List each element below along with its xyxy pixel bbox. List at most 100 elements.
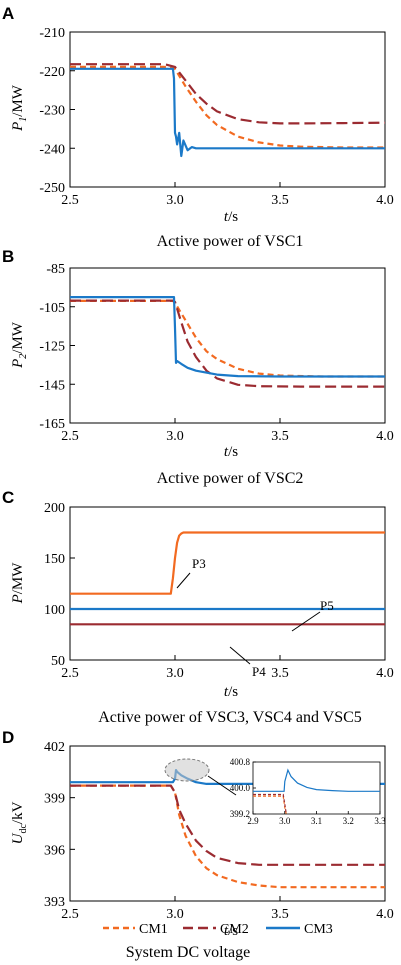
zoom-pointer-arrow — [207, 775, 237, 796]
panel-c-x-axis-label: t/s — [224, 684, 238, 700]
panel-b-y-ticks: -85 -105 -125 -145 -165 — [39, 262, 75, 432]
p5-annotation-arrow — [291, 611, 321, 632]
panel-d-y-tick-label: 399 — [44, 792, 65, 807]
legend-label-cm2: CM2 — [220, 922, 249, 937]
panel-b-y-tick-label: -85 — [46, 262, 65, 277]
panel-b-x-axis-label: t/s — [224, 444, 238, 460]
p4-annotation-arrow — [229, 646, 251, 665]
panel-c: C 50 100 150 200 2.5 3.0 3.5 4.0 P3 P5 P4 P/MW… — [2, 488, 394, 726]
panel-d-plot-frame — [69, 745, 386, 902]
panel-a-plot-frame — [69, 31, 386, 188]
panel-d-caption: System DC voltage — [126, 944, 250, 961]
panel-a-y-axis-label: P1/MW — [10, 84, 29, 132]
inset-x-tick-label: 3.2 — [343, 816, 354, 826]
panel-b-y-axis-label: P2/MW — [10, 321, 29, 369]
zoom-region-highlight — [164, 758, 210, 782]
panel-c-x-tick-label: 3.0 — [166, 666, 184, 681]
inset-x-tick-label: 3.1 — [311, 816, 322, 826]
panel-c-y-axis-label: P/MW — [10, 562, 26, 605]
panel-c-x-tick-label: 4.0 — [376, 666, 394, 681]
panel-a-series-cm3 — [70, 67, 385, 158]
inset-x-tick-label: 2.9 — [247, 816, 259, 826]
panel-b-letter: B — [2, 247, 14, 266]
panel-b-x-tick-label: 3.5 — [271, 429, 289, 444]
inset-y-tick-label: 400.0 — [230, 783, 251, 793]
panel-c-y-tick-label: 200 — [44, 501, 65, 516]
panel-a-x-tick-label: 4.0 — [376, 193, 394, 208]
panel-a-y-tick-label: -250 — [39, 181, 65, 196]
panel-d-series-cm2 — [70, 784, 385, 866]
panel-d-x-tick-label: 4.0 — [376, 907, 394, 922]
inset-y-tick-label: 399.2 — [230, 809, 250, 819]
panel-a-series-cm2 — [70, 63, 386, 125]
panel-a-x-axis-label: t/s — [224, 209, 238, 225]
panel-a-y-tick-label: -220 — [39, 65, 65, 80]
panel-c-y-tick-label: 50 — [51, 654, 65, 669]
panel-b-series-cm2 — [70, 299, 385, 388]
panel-a-caption: Active power of VSC1 — [157, 233, 304, 250]
inset-y-tick-label: 400.8 — [230, 757, 251, 767]
panel-b-plot-frame — [69, 267, 386, 424]
panel-a-series-cm1 — [70, 65, 385, 149]
panel-d: D 393 396 399 402 2.5 3.0 3.5 4.0 2.9 3.0 3.1 3.2… — [2, 728, 394, 961]
panel-d-x-tick-label: 3.0 — [166, 907, 184, 922]
panel-b-y-tick-label: -125 — [39, 340, 65, 355]
panel-a: A -210 -220 -230 -240 -250 2.5 3.0 3.5 4.0 P1/M… — [2, 4, 394, 250]
panel-b-y-tick-label: -145 — [39, 378, 65, 393]
panel-a-y-tick-label: -210 — [39, 26, 65, 41]
panel-b-series-cm3 — [70, 296, 385, 378]
panel-d-y-tick-label: 393 — [44, 895, 65, 910]
panel-b-x-tick-label: 3.0 — [166, 429, 184, 444]
panel-b-y-tick-label: -105 — [39, 301, 65, 316]
panel-b-series-cm1 — [70, 299, 385, 378]
panel-c-y-tick-label: 100 — [44, 603, 65, 618]
panel-a-series — [70, 63, 386, 158]
panel-c-letter: C — [2, 488, 14, 507]
panel-d-x-tick-label: 3.5 — [271, 907, 289, 922]
panel-b-x-ticks: 2.5 3.0 3.5 4.0 — [61, 418, 394, 444]
p3-annotation: P3 — [192, 556, 206, 571]
panel-d-x-ticks: 2.5 3.0 3.5 4.0 — [61, 896, 394, 922]
panel-c-y-tick-label: 150 — [44, 552, 65, 567]
panel-a-y-tick-label: -230 — [39, 104, 65, 119]
panel-a-x-ticks: 2.5 3.0 3.5 4.0 — [61, 182, 394, 208]
inset-plot-frame — [252, 761, 381, 815]
inset-series-cm2 — [253, 793, 287, 815]
p3-annotation-arrow — [176, 572, 191, 589]
panel-c-x-tick-label: 3.5 — [271, 666, 289, 681]
inset-series-cm3 — [253, 768, 380, 792]
panel-c-series — [70, 531, 385, 626]
panel-d-y-tick-label: 402 — [44, 740, 65, 755]
legend-label-cm3: CM3 — [304, 922, 333, 937]
panel-a-y-ticks: -210 -220 -230 -240 -250 — [39, 26, 75, 196]
panel-b-series — [70, 296, 385, 388]
legend-label-cm1: CM1 — [139, 922, 168, 937]
inset-x-tick-label: 3.3 — [374, 816, 386, 826]
panel-a-letter: A — [2, 4, 14, 23]
panel-d-y-ticks: 393 396 399 402 — [44, 740, 75, 910]
panel-a-y-tick-label: -240 — [39, 142, 65, 157]
panel-c-x-ticks: 2.5 3.0 3.5 4.0 — [61, 655, 394, 681]
p5-annotation: P5 — [320, 598, 334, 613]
panel-a-x-tick-label: 3.5 — [271, 193, 289, 208]
panel-d-y-axis-label: Udc/kV — [10, 801, 29, 844]
panel-d-series-cm1 — [70, 784, 385, 889]
panel-b-y-tick-label: -165 — [39, 417, 65, 432]
panel-d-letter: D — [2, 728, 14, 747]
panel-c-x-tick-label: 2.5 — [61, 666, 79, 681]
panel-d-x-tick-label: 2.5 — [61, 907, 79, 922]
panel-b-caption: Active power of VSC2 — [157, 470, 304, 487]
panel-c-plot-frame — [69, 506, 386, 661]
panel-d-x-axis-label: t/s — [224, 923, 238, 939]
panel-d-y-tick-label: 396 — [44, 843, 65, 858]
inset-x-tick-label: 3.0 — [279, 816, 291, 826]
panel-b-x-tick-label: 2.5 — [61, 429, 79, 444]
panel-a-x-tick-label: 2.5 — [61, 193, 79, 208]
panel-b: B -85 -105 -125 -145 -165 2.5 3.0 3.5 4.0 P2/MW… — [2, 247, 394, 487]
legend: CM1 CM2 CM3 — [103, 922, 333, 937]
panel-c-series-p3 — [70, 531, 385, 595]
panel-b-x-tick-label: 4.0 — [376, 429, 394, 444]
inset-plot: 2.9 3.0 3.1 3.2 3.3 399.2 400.0 400.8 — [230, 757, 386, 826]
panel-a-x-tick-label: 3.0 — [166, 193, 184, 208]
